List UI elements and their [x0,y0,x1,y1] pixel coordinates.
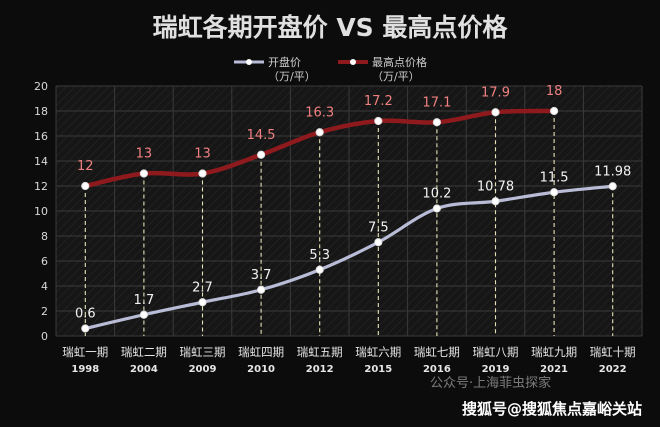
y-tick-label: 0 [41,330,48,343]
legend-unit: （万/平） [372,70,420,83]
x-tick-label: 瑞虹五期 [297,345,343,359]
data-point [608,182,617,191]
x-year-label: 2010 [247,364,275,375]
chart-title: 瑞虹各期开盘价 VS 最高点价格 [153,13,509,42]
x-year-label: 2019 [482,364,510,375]
x-axis: 瑞虹一期 1998 瑞虹二期 2004 瑞虹三期 2009 瑞虹四期 2010 瑞虹五期 2012… [62,345,635,375]
data-point [491,197,500,206]
watermark-faint: 公众号·上海菲虫探家 [430,376,552,391]
x-year-label: 2004 [130,364,158,375]
data-point [198,169,207,178]
data-label: 13 [136,147,153,162]
data-label: 10.2 [422,187,451,202]
watermark: 搜狐号@搜狐焦点嘉峪关站 [462,400,643,418]
x-tick-label: 瑞虹三期 [180,345,226,359]
data-point [550,106,559,116]
data-labels: 0.6 1.7 2.7 3.7 5.3 7.5 10.2 10.78 11.5 11.98 12 13… [75,84,631,322]
data-point [315,265,324,274]
series-layer [81,106,617,333]
data-label: 5.3 [309,248,330,263]
data-label: 12 [77,159,94,174]
data-point [81,324,90,333]
data-point [491,108,500,117]
x-year-label: 2016 [423,364,451,375]
x-tick-label: 瑞虹四期 [238,345,284,359]
drop-lines [84,111,614,336]
data-label: 0.6 [75,307,96,322]
data-label: 17.9 [481,85,510,100]
data-point [550,188,559,197]
data-label: 16.3 [305,105,334,120]
y-tick-label: 2 [41,305,48,318]
data-label: 18 [546,84,563,99]
x-tick-label: 瑞虹八期 [473,345,519,359]
legend-label: 最高点价格 [372,55,427,69]
legend-label: 开盘价 [268,55,301,69]
data-label: 2.7 [192,280,213,295]
legend-swatch-point [246,59,252,65]
data-point [374,238,383,247]
data-point [374,116,383,126]
x-tick-label: 瑞虹十期 [590,345,636,359]
y-tick-label: 12 [34,180,48,193]
x-tick-label: 瑞虹一期 [62,345,108,359]
data-point [315,128,324,137]
data-point [257,150,266,159]
data-point [432,118,441,127]
legend: 开盘价（万/平）最高点价格（万/平） [234,55,427,83]
x-year-label: 2009 [189,364,217,375]
y-tick-label: 18 [34,105,48,118]
data-label: 7.5 [368,220,389,235]
data-label: 14.5 [247,128,276,143]
gridlines [55,85,643,337]
data-label: 17.1 [422,95,451,110]
data-label: 1.7 [134,293,155,308]
data-point [81,181,90,191]
y-tick-label: 14 [34,155,48,168]
data-label: 17.2 [364,94,393,109]
x-year-label: 2022 [599,364,627,375]
y-tick-label: 16 [34,130,48,143]
x-year-label: 1998 [71,364,99,375]
y-tick-label: 6 [41,255,48,268]
data-label: 11.5 [540,170,569,185]
data-label: 13 [194,147,211,162]
data-point [139,310,148,319]
x-year-label: 2015 [364,364,392,375]
y-tick-label: 8 [41,230,48,243]
legend-swatch-point [350,59,356,65]
data-label: 3.7 [251,268,272,283]
x-tick-label: 瑞虹九期 [531,345,577,359]
x-year-label: 2021 [540,364,568,375]
y-tick-label: 20 [34,80,48,93]
x-tick-label: 瑞虹七期 [414,345,460,359]
data-point [432,204,441,213]
data-point [257,285,266,294]
legend-unit: （万/平） [268,70,316,83]
data-label: 10.78 [477,179,514,194]
data-point [198,298,207,307]
y-axis: 0 2 4 6 8 10 12 14 16 18 20 [34,80,48,343]
y-tick-label: 4 [41,280,48,293]
x-year-label: 2012 [306,364,334,375]
y-tick-label: 10 [34,205,48,218]
x-tick-label: 瑞虹二期 [121,345,167,359]
data-label: 11.98 [594,164,631,179]
series-line-open [83,184,615,331]
x-tick-label: 瑞虹六期 [355,345,401,359]
data-point [139,169,148,178]
